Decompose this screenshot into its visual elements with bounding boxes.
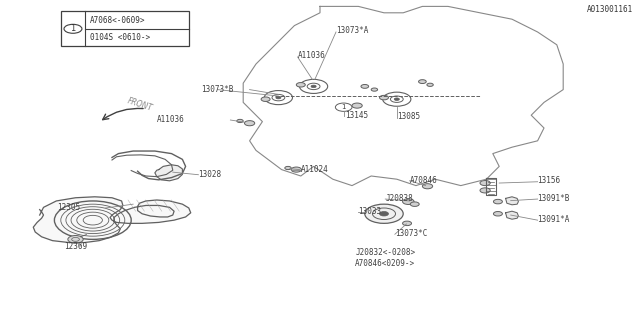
Text: 13073*C: 13073*C [395,229,428,238]
Bar [61,11,189,46]
Text: A11024: A11024 [301,165,328,174]
Polygon shape [506,197,518,205]
Circle shape [296,83,305,87]
Text: A70846: A70846 [410,176,437,185]
Circle shape [285,166,291,170]
Text: 13091*A: 13091*A [538,215,570,224]
Circle shape [371,88,378,91]
Text: 13033: 13033 [358,207,381,216]
Circle shape [311,85,316,88]
Circle shape [380,212,388,216]
Circle shape [493,212,502,216]
Circle shape [422,184,433,189]
Text: FRONT: FRONT [126,97,153,113]
Text: 1: 1 [341,104,346,110]
Circle shape [352,103,362,108]
Circle shape [365,204,403,223]
Circle shape [394,98,399,100]
Circle shape [361,84,369,88]
Circle shape [410,202,419,206]
Text: A013001161: A013001161 [588,5,634,14]
Text: 13145: 13145 [346,111,369,120]
Text: 13085: 13085 [397,112,420,121]
Circle shape [291,167,301,172]
Circle shape [493,199,502,204]
Text: 13073*A: 13073*A [336,26,369,35]
Circle shape [276,96,281,99]
Circle shape [237,119,243,123]
Text: 13156: 13156 [538,176,561,185]
Text: A70846<0209->: A70846<0209-> [355,260,415,268]
Circle shape [380,95,388,100]
Polygon shape [155,165,182,181]
Text: 13091*B: 13091*B [538,194,570,203]
Text: A7068<-0609>: A7068<-0609> [90,16,145,25]
Text: J20838: J20838 [385,194,413,203]
Text: J20832<-0208>: J20832<-0208> [355,248,415,257]
Text: 12305: 12305 [58,204,81,212]
Circle shape [403,221,412,226]
Text: A11036: A11036 [157,116,184,124]
Polygon shape [506,211,518,219]
Text: 0104S <0610->: 0104S <0610-> [90,33,150,42]
Circle shape [403,199,414,204]
Circle shape [68,236,83,243]
Text: A11036: A11036 [298,52,325,60]
Circle shape [480,180,490,186]
Text: 13073*B: 13073*B [202,85,234,94]
Text: 13028: 13028 [198,170,221,179]
Text: 1: 1 [70,24,76,33]
Circle shape [244,121,255,126]
Circle shape [427,83,433,86]
Circle shape [419,80,426,84]
Circle shape [261,97,270,101]
Text: 12369: 12369 [64,242,87,251]
Circle shape [480,188,490,193]
Polygon shape [33,197,191,243]
